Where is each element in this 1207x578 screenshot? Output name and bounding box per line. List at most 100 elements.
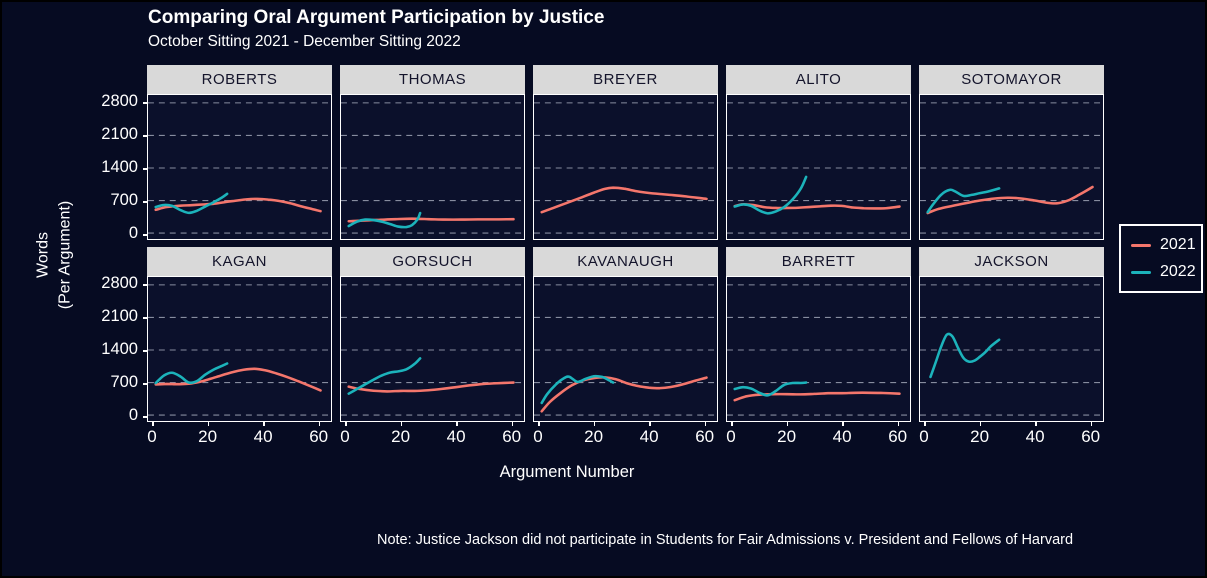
x-tick-mark — [704, 422, 707, 426]
x-tick-mark — [731, 422, 733, 426]
x-tick-label: 60 — [888, 427, 908, 446]
y-tick-mark — [143, 168, 147, 170]
facet-panel — [919, 276, 1104, 422]
facet-strip-label: BARRETT — [726, 247, 911, 276]
x-tick-label: 40 — [253, 427, 273, 446]
series-line-2021 — [733, 391, 901, 402]
series-line-2021 — [154, 367, 322, 392]
facet-strip-label: KAVANAUGH — [533, 247, 718, 276]
y-tick-label: 0 — [128, 406, 138, 424]
footnote: Note: Justice Jackson did not participat… — [376, 532, 1074, 548]
facet-panel — [340, 276, 525, 422]
x-tick-label: 40 — [446, 427, 466, 446]
facet-plot-area — [727, 284, 910, 416]
x-axis-title: Argument Number — [499, 463, 635, 481]
facet-strip-label: SOTOMAYOR — [919, 65, 1104, 94]
series-line-2022 — [154, 192, 229, 215]
y-tick-label: 0 — [128, 224, 138, 242]
y-axis-title-line2: (Per Argument) — [56, 200, 73, 310]
x-tick-mark — [152, 422, 154, 426]
x-tick-mark — [842, 422, 844, 426]
legend-item-2022: 2022 — [1131, 263, 1196, 281]
x-tick-label: 60 — [309, 427, 329, 446]
facet-plot-area — [920, 102, 1103, 234]
x-tick-mark — [1035, 422, 1037, 426]
x-tick-label: 60 — [1081, 427, 1101, 446]
x-tick-mark — [538, 422, 540, 426]
y-tick-label: 700 — [110, 191, 138, 209]
x-tick-label: 0 — [533, 427, 543, 446]
y-tick-label: 2800 — [101, 92, 138, 110]
facet-panel — [340, 94, 525, 240]
facet-jackson: JACKSON 0 20 40 60 — [919, 247, 1104, 446]
facet-panel — [726, 94, 911, 240]
facet-panel — [726, 276, 911, 422]
y-tick-mark — [143, 234, 147, 236]
facet-plot-area — [341, 102, 524, 234]
y-tick-mark — [143, 102, 147, 104]
facet-plot-area — [534, 284, 717, 416]
x-tick-mark — [897, 422, 900, 426]
series-line-2022 — [347, 211, 422, 229]
facet-strip-label: ALITO — [726, 65, 911, 94]
x-tick-label: 20 — [391, 427, 411, 446]
legend-swatch-icon — [1131, 243, 1151, 247]
series-line-2021 — [540, 376, 708, 413]
facet-plot-area — [727, 102, 910, 234]
series-line-2021 — [733, 202, 901, 210]
facet-strip-label: KAGAN — [147, 247, 332, 276]
facet-thomas: THOMAS — [340, 65, 525, 240]
series-line-2022 — [733, 381, 808, 397]
x-tick-label: 40 — [1025, 427, 1045, 446]
x-tick-label: 0 — [919, 427, 929, 446]
series-line-2022 — [347, 357, 422, 395]
facet-strip-label: BREYER — [533, 65, 718, 94]
x-tick-label: 40 — [832, 427, 852, 446]
facet-kagan: KAGAN 0 20 40 60 — [147, 247, 332, 446]
facet-strip-label: GORSUCH — [340, 247, 525, 276]
x-tick-label: 20 — [198, 427, 218, 446]
y-tick-label: 2100 — [101, 307, 138, 325]
chart-subtitle: October Sitting 2021 - December Sitting … — [148, 33, 461, 50]
x-tick-mark — [318, 422, 321, 426]
x-tick-label: 20 — [777, 427, 797, 446]
y-tick-label: 700 — [110, 373, 138, 391]
facet-grid: ROBERTS THOMAS BREYER ALITO SOTOMAYOR KAGAN 0 2… — [147, 65, 1104, 446]
facet-plot-area — [148, 102, 331, 234]
series-line-2021 — [540, 186, 708, 214]
facet-roberts: ROBERTS — [147, 65, 332, 240]
y-tick-mark — [143, 317, 147, 319]
x-tick-mark — [979, 422, 982, 426]
facet-strip-label: ROBERTS — [147, 65, 332, 94]
x-tick-label: 0 — [340, 427, 350, 446]
x-tick-label: 40 — [639, 427, 659, 446]
facet-strip-label: THOMAS — [340, 65, 525, 94]
x-tick-label: 0 — [726, 427, 736, 446]
series-line-2022 — [926, 187, 1001, 214]
series-line-2022 — [929, 332, 1001, 379]
facet-plot-area — [148, 284, 331, 416]
facet-sotomayor: SOTOMAYOR — [919, 65, 1104, 240]
legend: 2021 2022 — [1119, 224, 1203, 293]
y-tick-label: 1400 — [101, 158, 138, 176]
facet-alito: ALITO — [726, 65, 911, 240]
series-line-2022 — [154, 362, 229, 385]
facet-strip-label: JACKSON — [919, 247, 1104, 276]
y-tick-label: 2800 — [101, 274, 138, 292]
facet-panel — [147, 94, 332, 240]
facet-plot-area — [534, 102, 717, 234]
series-line-2021 — [347, 381, 515, 393]
chart-title: Comparing Oral Argument Participation by… — [148, 7, 605, 28]
facet-panel — [533, 276, 718, 422]
x-tick-label: 20 — [970, 427, 990, 446]
facet-gorsuch: GORSUCH 0 20 40 60 — [340, 247, 525, 446]
y-axis-title: Words (Per Argument) — [32, 135, 75, 375]
x-tick-mark — [924, 422, 926, 426]
y-tick-mark — [143, 284, 147, 286]
y-tick-label: 2100 — [101, 125, 138, 143]
x-tick-mark — [649, 422, 651, 426]
x-tick-label: 0 — [147, 427, 157, 446]
facet-barrett: BARRETT 0 20 40 60 — [726, 247, 911, 446]
y-tick-label: 1400 — [101, 340, 138, 358]
